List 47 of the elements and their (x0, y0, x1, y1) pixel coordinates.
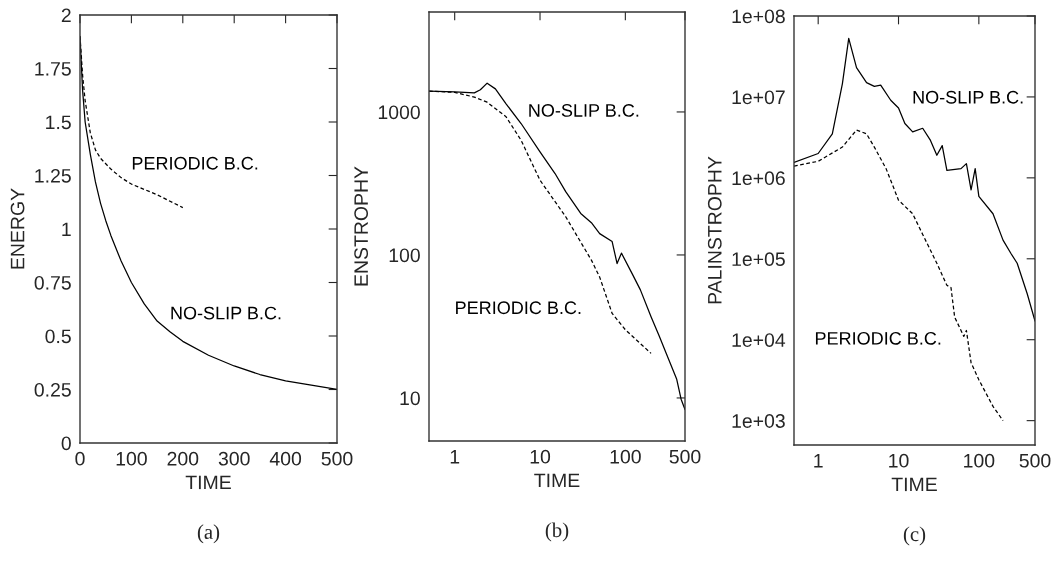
series-label: PERIODIC B.C. (456, 301, 581, 315)
x-tick-label: 1 (814, 454, 823, 468)
x-axis-title: TIME (534, 473, 580, 488)
series-label: NO-SLIP B.C. (913, 90, 1023, 104)
y-tick-label: 1000 (378, 105, 420, 120)
x-axis-title: TIME (891, 477, 937, 492)
series-label: NO-SLIP B.C. (171, 306, 281, 320)
y-axis-title: ENSTROPHY (354, 166, 369, 286)
y-tick-label: 1e+05 (732, 252, 785, 267)
y-tick-label: 1 (62, 222, 71, 237)
y-tick-label: 1.25 (35, 168, 71, 183)
y-tick-label: 1e+03 (732, 414, 785, 428)
y-tick-label: 0.5 (45, 329, 71, 344)
y-tick-label: 0 (61, 436, 71, 451)
x-tick-label: 400 (269, 451, 302, 466)
x-tick-label: 10 (889, 453, 909, 468)
text: (a) (197, 524, 220, 544)
x-axis-title: TIME (185, 475, 231, 490)
x-tick-label: 200 (167, 451, 199, 466)
text: (c) (903, 526, 926, 546)
series-label: NO-SLIP B.C. (529, 104, 639, 117)
x-tick-label: 1 (450, 450, 460, 464)
y-tick-label: 10 (400, 391, 420, 406)
y-tick-label: 1.5 (46, 115, 71, 130)
y-tick-label: 1e+07 (732, 90, 785, 105)
y-axis-title: ENERGY (10, 188, 25, 269)
x-tick-label: 10 (530, 449, 551, 464)
y-tick-label: 1.75 (35, 62, 71, 76)
x-tick-label: 500 (321, 451, 353, 466)
y-tick-label: 1e+08 (732, 9, 785, 24)
x-tick-label: 100 (116, 451, 147, 466)
y-tick-label: 0.75 (34, 275, 71, 290)
y-tick-label: 1e+04 (732, 333, 786, 347)
x-tick-label: 500 (1019, 453, 1051, 468)
x-tick-label: 0 (75, 451, 85, 466)
x-tick-label: 100 (964, 453, 995, 468)
y-tick-label: 100 (389, 248, 420, 263)
y-tick-label: 2 (61, 8, 71, 23)
text: (b) (545, 522, 569, 542)
x-tick-label: 300 (218, 451, 250, 466)
series-label: PERIODIC B.C. (815, 331, 941, 345)
y-tick-label: 1e+06 (732, 171, 785, 186)
y-axis-title: PALINSTROPHY (707, 156, 722, 304)
series-label: PERIODIC B.C. (132, 156, 258, 170)
y-tick-label: 0.25 (34, 382, 71, 397)
x-tick-label: 100 (610, 449, 641, 464)
x-tick-label: 500 (669, 449, 701, 464)
